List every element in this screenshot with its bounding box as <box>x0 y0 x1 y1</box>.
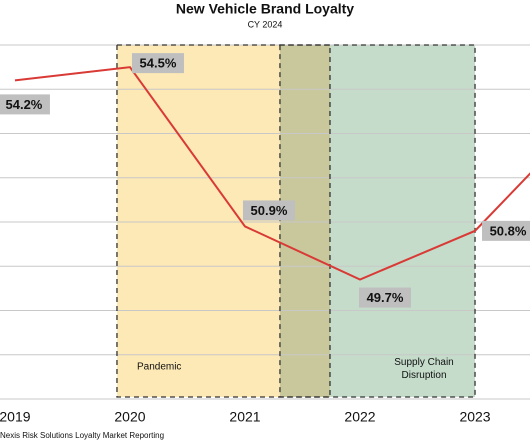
region-label-line: Supply Chain <box>394 357 453 368</box>
chart-subtitle: CY 2024 <box>248 19 283 29</box>
region-label-line: Disruption <box>402 370 447 381</box>
data-line <box>14 66 530 281</box>
data-label: 49.7% <box>367 290 404 305</box>
data-label: 50.8% <box>490 223 527 238</box>
region-label: Supply Chain Disruption <box>394 357 453 381</box>
data-label-box <box>482 220 530 241</box>
x-tick-label: 2022 <box>344 409 375 425</box>
plot: Pandemic Supply Chain Disruption 2019 2020 20… <box>0 44 530 425</box>
data-label: 54.2% <box>6 97 43 112</box>
source-note: Nexis Risk Solutions Loyalty Market Repo… <box>0 431 164 440</box>
x-tick-label: 2021 <box>229 409 260 425</box>
data-label-box <box>131 53 184 74</box>
data-label: 50.9% <box>251 203 288 218</box>
data-label-box <box>0 94 50 115</box>
data-label: 54.5% <box>140 56 177 71</box>
chart-title: New Vehicle Brand Loyalty <box>176 1 354 17</box>
region-outline <box>279 44 476 398</box>
x-tick-label: 2023 <box>459 409 490 425</box>
region-outline <box>116 44 331 398</box>
x-tick-label: 2020 <box>114 409 145 425</box>
data-label-box <box>242 200 295 221</box>
region-label: Pandemic <box>137 362 181 373</box>
data-label-box <box>359 287 412 308</box>
region-overlap <box>279 45 330 397</box>
x-tick-label: 2019 <box>0 409 31 425</box>
